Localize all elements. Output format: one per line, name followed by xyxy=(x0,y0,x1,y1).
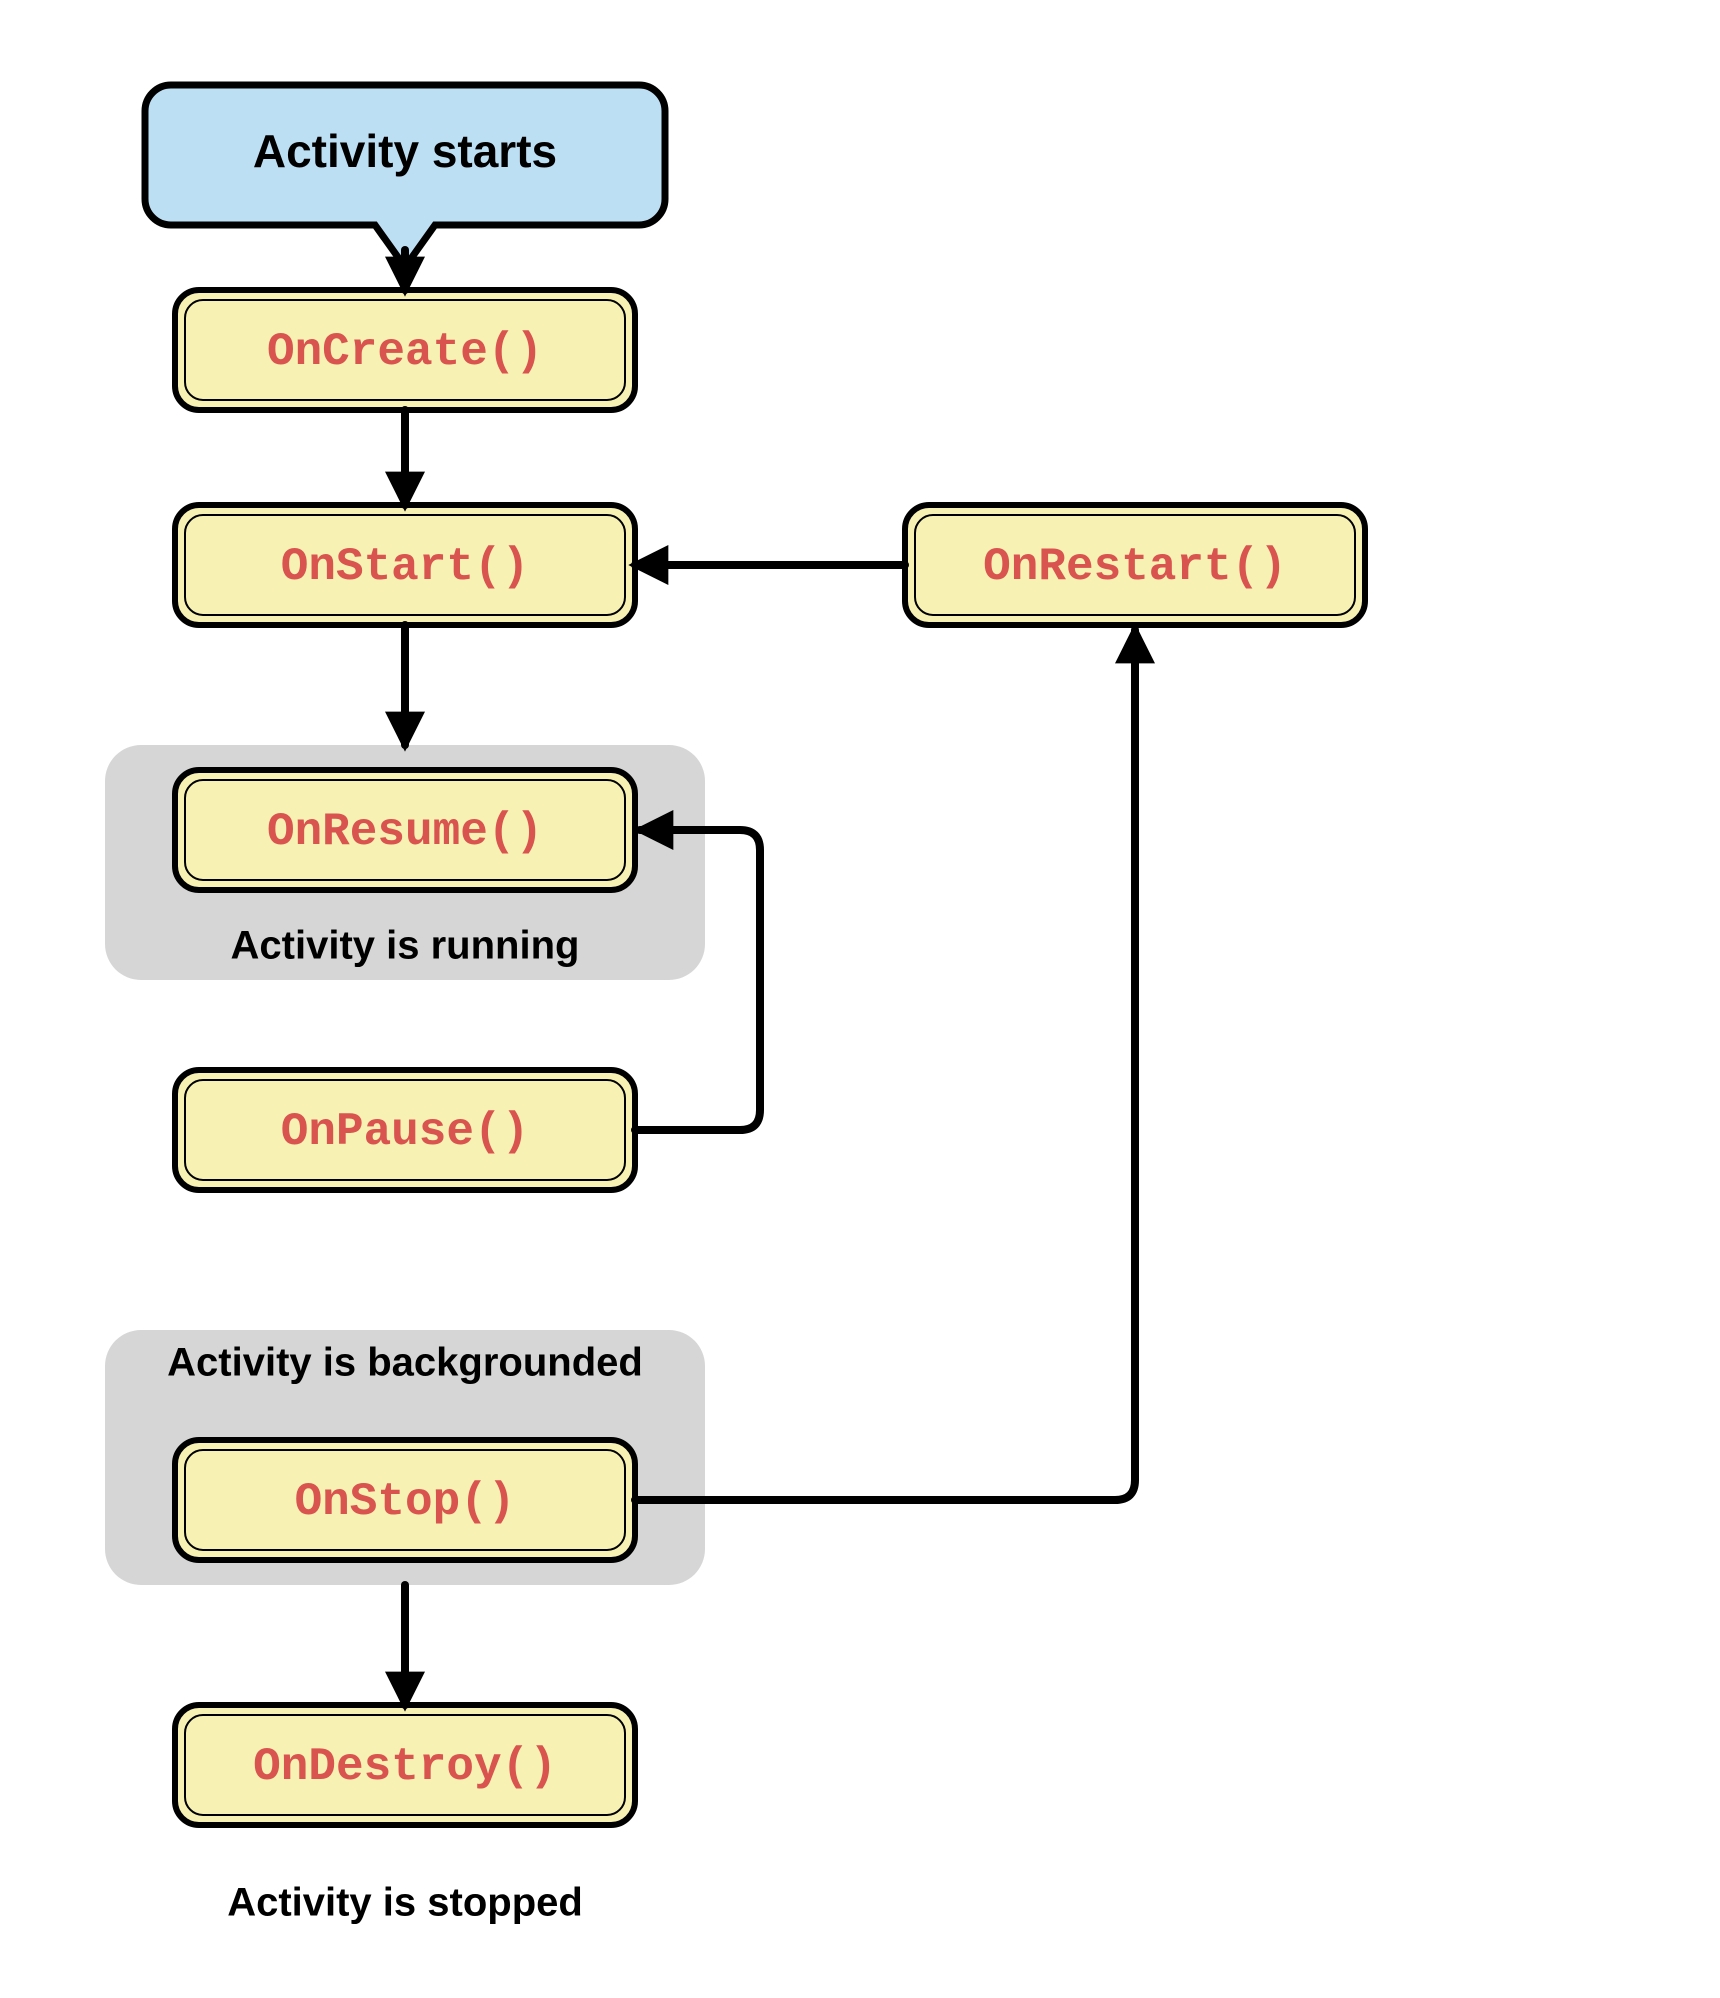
caption-stopped: Activity is stopped xyxy=(227,1881,583,1925)
label-onResume: OnResume() xyxy=(267,806,543,858)
label-onRestart: OnRestart() xyxy=(983,541,1287,593)
node-onCreate: OnCreate() xyxy=(175,290,635,410)
label-onCreate: OnCreate() xyxy=(267,326,543,378)
caption-backgrounded: Activity is backgrounded xyxy=(167,1341,643,1385)
node-onDestroy: OnDestroy() xyxy=(175,1705,635,1825)
label-activity-starts: Activity starts xyxy=(253,125,557,177)
node-onPause: OnPause() xyxy=(175,1070,635,1190)
edge-onstop-to-onrestart xyxy=(635,630,1135,1500)
node-onResume: OnResume() xyxy=(175,770,635,890)
label-onDestroy: OnDestroy() xyxy=(253,1741,557,1793)
node-onRestart: OnRestart() xyxy=(905,505,1365,625)
node-onStop: OnStop() xyxy=(175,1440,635,1560)
label-onStart: OnStart() xyxy=(281,541,529,593)
caption-running: Activity is running xyxy=(231,924,580,968)
label-onStop: OnStop() xyxy=(295,1476,516,1528)
label-onPause: OnPause() xyxy=(281,1106,529,1158)
node-onStart: OnStart() xyxy=(175,505,635,625)
